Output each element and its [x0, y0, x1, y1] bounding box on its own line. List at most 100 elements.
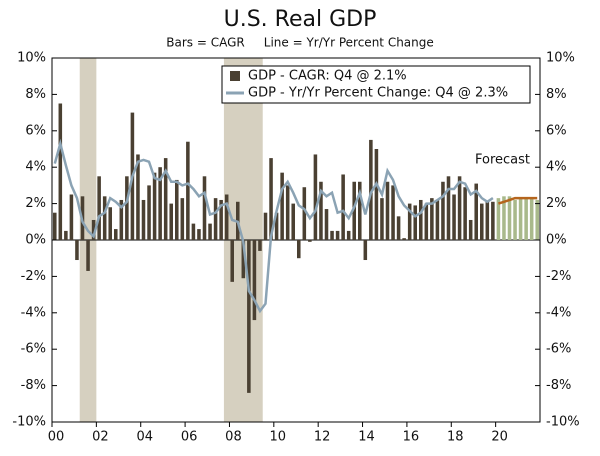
bar — [197, 229, 201, 240]
bar — [69, 194, 74, 240]
y-tick-label: -2% — [21, 269, 46, 284]
bar — [485, 201, 490, 240]
bar — [513, 199, 517, 240]
bar — [219, 199, 223, 240]
bar — [363, 240, 368, 261]
bar — [446, 176, 451, 240]
bar — [430, 198, 434, 240]
bar — [518, 198, 523, 240]
bar — [507, 196, 512, 240]
bar — [186, 141, 190, 240]
y2-tick-label: 4% — [546, 160, 567, 175]
bar — [418, 199, 423, 240]
bar — [529, 198, 534, 240]
bar — [352, 181, 357, 240]
legend-swatch — [230, 71, 240, 81]
bar — [52, 212, 57, 240]
y2-tick-label: -2% — [546, 269, 571, 284]
chart-title: U.S. Real GDP — [224, 7, 377, 32]
bar — [169, 203, 174, 240]
bar — [296, 240, 301, 259]
bar — [391, 185, 395, 240]
y2-tick-label: 6% — [546, 123, 567, 138]
y-tick-label: 10% — [17, 51, 46, 66]
x-tick-label: 16 — [403, 430, 420, 445]
bar — [125, 176, 129, 240]
x-tick-label: 02 — [92, 430, 109, 445]
bar — [247, 240, 251, 393]
bar — [119, 199, 124, 240]
bar — [357, 181, 362, 240]
y2-tick-label: -6% — [546, 342, 571, 357]
bar — [374, 149, 379, 240]
bar — [502, 196, 506, 240]
y-tick-label: 8% — [25, 87, 46, 102]
bar — [435, 199, 440, 240]
bar — [424, 203, 429, 240]
y2-tick-label: -10% — [546, 415, 580, 430]
bar — [474, 183, 479, 240]
bar — [535, 199, 540, 240]
bar — [252, 240, 257, 321]
bar — [102, 196, 107, 240]
bar — [441, 181, 445, 240]
x-tick-label: 00 — [48, 430, 65, 445]
bar — [496, 198, 501, 240]
bar — [241, 240, 246, 279]
bar — [335, 230, 340, 240]
y2-tick-label: 10% — [546, 51, 575, 66]
bar — [463, 187, 467, 240]
legend-box — [221, 65, 531, 104]
bar — [457, 176, 462, 240]
bar — [258, 240, 262, 251]
bar — [152, 172, 157, 240]
y-tick-label: -8% — [21, 378, 46, 393]
bar — [396, 216, 401, 240]
x-tick-label: 10 — [270, 430, 287, 445]
x-tick-label: 14 — [358, 430, 375, 445]
bar — [97, 176, 101, 240]
bar — [208, 223, 212, 240]
legend-label: GDP - Yr/Yr Percent Change: Q4 @ 2.3% — [248, 86, 508, 101]
bar — [213, 198, 218, 240]
forecast-line — [498, 196, 538, 205]
bar — [64, 230, 68, 240]
bar — [141, 199, 146, 240]
bar — [147, 185, 151, 240]
bar — [202, 176, 207, 240]
bar — [302, 187, 307, 240]
bar — [402, 238, 406, 240]
bar — [308, 240, 312, 242]
bar — [269, 158, 273, 240]
bar — [280, 172, 284, 240]
bar — [58, 103, 63, 240]
y-tick-label: 0% — [25, 233, 46, 248]
x-tick-label: 08 — [225, 430, 242, 445]
x-tick-label: 06 — [181, 430, 198, 445]
bar — [91, 219, 96, 240]
x-tick-label: 12 — [314, 430, 331, 445]
x-tick-label: 04 — [136, 430, 153, 445]
bar — [341, 174, 345, 240]
line — [53, 138, 494, 314]
bar — [86, 240, 90, 271]
y-tick-label: 2% — [25, 196, 46, 211]
bar — [468, 219, 473, 240]
bar — [313, 154, 318, 240]
bar — [291, 203, 296, 240]
x-tick-label: 20 — [491, 430, 508, 445]
bar — [407, 203, 412, 240]
bar — [380, 198, 384, 240]
y2-tick-label: -4% — [546, 305, 571, 320]
y-tick-label: -6% — [21, 342, 46, 357]
bar — [136, 154, 140, 240]
y2-tick-label: 8% — [546, 87, 567, 102]
bar — [491, 201, 495, 240]
bar — [174, 179, 179, 240]
y-tick-label: 4% — [25, 160, 46, 175]
bar — [191, 223, 196, 240]
bar — [319, 181, 323, 240]
bar — [108, 207, 113, 240]
bar — [285, 185, 290, 240]
